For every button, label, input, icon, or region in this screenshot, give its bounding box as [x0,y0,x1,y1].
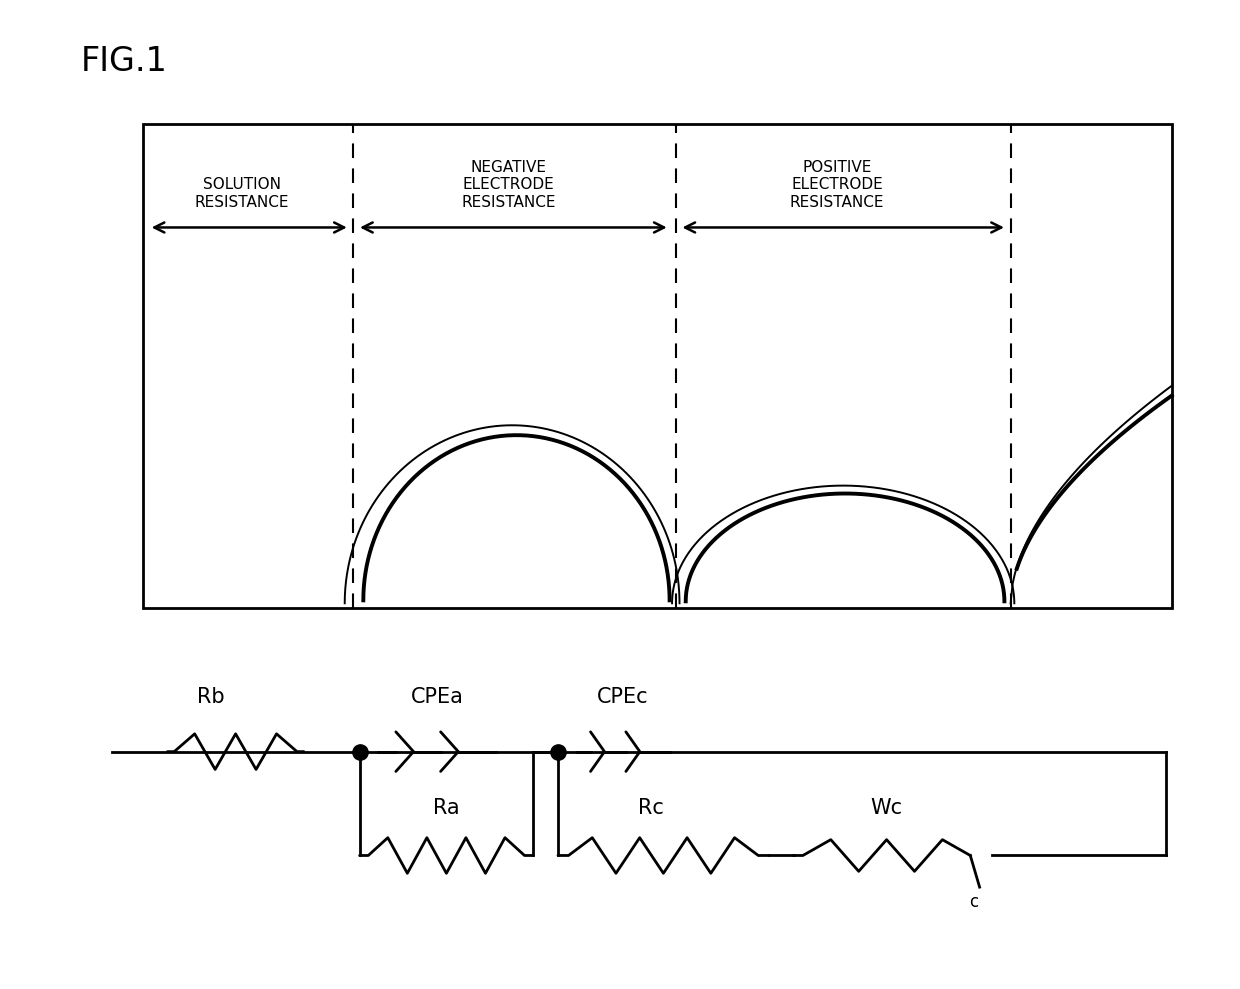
Text: Ra: Ra [433,798,460,818]
Text: POSITIVE
ELECTRODE
RESISTANCE: POSITIVE ELECTRODE RESISTANCE [790,160,884,210]
Text: c: c [968,893,978,911]
Text: Rb: Rb [197,687,224,707]
Text: Rc: Rc [639,798,663,818]
Text: FIG.1: FIG.1 [81,45,167,77]
Text: SOLUTION
RESISTANCE: SOLUTION RESISTANCE [195,177,289,210]
Text: CPEa: CPEa [410,687,464,707]
Text: NEGATIVE
ELECTRODE
RESISTANCE: NEGATIVE ELECTRODE RESISTANCE [461,160,556,210]
Text: CPEc: CPEc [598,687,649,707]
Text: Wc: Wc [870,798,903,818]
